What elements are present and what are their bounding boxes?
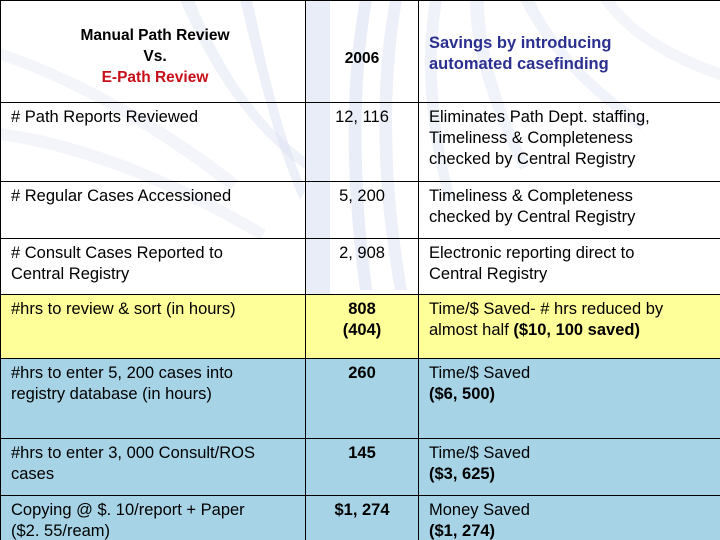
- row-note-cell-line: checked by Central Registry: [429, 208, 636, 226]
- header-comparison-line2: Vs.: [143, 48, 167, 65]
- row-value-cell-line: 260: [348, 364, 376, 382]
- row-note-cell-line: Time/$ Saved- # hrs reduced by: [429, 300, 664, 318]
- row-label-cell-line: #hrs to review & sort (in hours): [11, 300, 236, 318]
- table-header-row: Manual Path Review Vs. E-Path Review 200…: [0, 0, 720, 103]
- table-row: #hrs to enter 5, 200 cases into registry …: [0, 358, 720, 439]
- row-label-cell-line: #hrs to enter 5, 200 cases into: [11, 364, 233, 382]
- header-savings-line2: automated casefinding: [429, 55, 609, 73]
- row-label-cell: # Path Reports Reviewed: [0, 102, 306, 182]
- row-value-cell-line: 12, 116: [335, 108, 389, 126]
- row-note-cell-line: almost half ($10, 100 saved): [429, 321, 640, 339]
- row-note-cell-line: ($3, 625): [429, 465, 496, 483]
- row-label-cell: #hrs to enter 3, 000 Consult/ROS cases: [0, 438, 306, 496]
- row-value-cell-line: 5, 200: [339, 187, 385, 205]
- row-note-cell-line: Central Registry: [429, 265, 548, 283]
- row-label-cell: #hrs to enter 5, 200 cases into registry …: [0, 358, 306, 439]
- row-label-cell-line: ($2. 55/ream): [11, 522, 111, 540]
- row-note-cell-line: checked by Central Registry: [429, 150, 636, 168]
- header-comparison-cell: Manual Path Review Vs. E-Path Review: [0, 0, 306, 103]
- row-value-cell: 145: [305, 438, 419, 496]
- row-value-cell: 808 (404): [305, 294, 419, 359]
- table-row: # Consult Cases Reported to Central Regis…: [0, 238, 720, 295]
- row-note-cell: Eliminates Path Dept. staffing, Timelines…: [418, 102, 720, 182]
- row-value-cell: $1, 274: [305, 495, 419, 540]
- table-row: # Regular Cases Accessioned 5, 200 Timelin…: [0, 181, 720, 239]
- row-note-cell: Money Saved ($1, 274): [418, 495, 720, 540]
- row-value-cell-line: 145: [348, 444, 376, 462]
- row-value-cell: 5, 200: [305, 181, 419, 239]
- row-value-cell: 260: [305, 358, 419, 439]
- row-note-cell: Time/$ Saved ($3, 625): [418, 438, 720, 496]
- row-label-cell-line: Central Registry: [11, 265, 130, 283]
- table-body: # Path Reports Reviewed 12, 116 Eliminates…: [0, 102, 720, 540]
- header-comparison-line3: E-Path Review: [101, 69, 209, 86]
- row-label-cell: # Consult Cases Reported to Central Regis…: [0, 238, 306, 295]
- row-note-cell-line: ($6, 500): [429, 385, 496, 403]
- row-label-cell-line: # Path Reports Reviewed: [11, 108, 199, 126]
- row-note-cell-line: Time/$ Saved: [429, 444, 531, 462]
- row-note-cell-line: Time/$ Saved: [429, 364, 531, 382]
- row-label-cell: # Regular Cases Accessioned: [0, 181, 306, 239]
- saved-amount-emphasis: ($10, 100 saved): [513, 321, 640, 339]
- header-savings-line1: Savings by introducing: [429, 34, 612, 52]
- table-row: # Path Reports Reviewed 12, 116 Eliminates…: [0, 102, 720, 182]
- row-note-cell-line: Eliminates Path Dept. staffing,: [429, 108, 650, 126]
- row-note-cell: Timeliness & Completeness checked by Cent…: [418, 181, 720, 239]
- row-value-cell-line: $1, 274: [334, 501, 390, 519]
- row-label-cell-line: #hrs to enter 3, 000 Consult/ROS: [11, 444, 255, 462]
- row-note-cell-line: Timeliness & Completeness: [429, 187, 633, 205]
- row-label-cell-line: cases: [11, 465, 55, 483]
- row-note-cell-line: Money Saved: [429, 501, 530, 519]
- row-label-cell: #hrs to review & sort (in hours): [0, 294, 306, 359]
- header-year-cell: 2006: [305, 0, 419, 103]
- header-comparison-line1: Manual Path Review: [80, 27, 230, 44]
- row-note-cell: Time/$ Saved ($6, 500): [418, 358, 720, 439]
- header-year: 2006: [344, 50, 380, 67]
- row-label-cell-line: Copying @ $. 10/report + Paper: [11, 501, 245, 519]
- header-savings-cell: Savings by introducing automated casefin…: [418, 0, 720, 103]
- row-note-cell: Time/$ Saved- # hrs reduced by almost hal…: [418, 294, 720, 359]
- row-value-cell-line: 2, 908: [339, 244, 385, 262]
- row-value-cell-line: (404): [342, 321, 382, 339]
- table-row: #hrs to enter 3, 000 Consult/ROS cases 145…: [0, 438, 720, 496]
- row-label-cell: Copying @ $. 10/report + Paper ($2. 55/re…: [0, 495, 306, 540]
- row-label-cell-line: # Consult Cases Reported to: [11, 244, 223, 262]
- row-note-cell: Electronic reporting direct to Central Re…: [418, 238, 720, 295]
- row-value-cell: 12, 116: [305, 102, 419, 182]
- row-value-cell-line: 808: [348, 300, 376, 318]
- row-label-cell-line: registry database (in hours): [11, 385, 212, 403]
- row-note-cell-line: ($1, 274): [429, 522, 496, 540]
- row-note-cell-line: Timeliness & Completeness: [429, 129, 633, 147]
- row-label-cell-line: # Regular Cases Accessioned: [11, 187, 232, 205]
- row-note-cell-line: Electronic reporting direct to: [429, 244, 635, 262]
- row-value-cell: 2, 908: [305, 238, 419, 295]
- table-row: #hrs to review & sort (in hours) 808 (404)…: [0, 294, 720, 359]
- table-row: Copying @ $. 10/report + Paper ($2. 55/re…: [0, 495, 720, 540]
